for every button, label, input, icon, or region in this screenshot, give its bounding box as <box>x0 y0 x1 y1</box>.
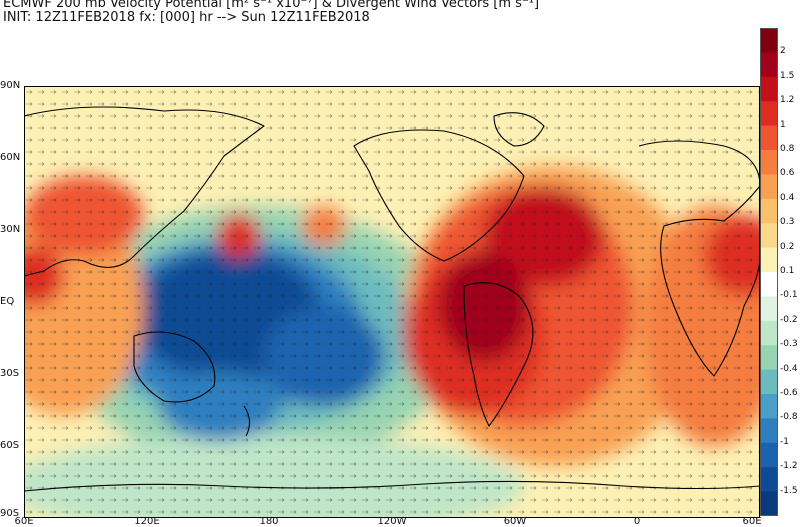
lon-label-120e: 120E <box>134 516 160 527</box>
colorbar-label: 0.1 <box>780 266 795 276</box>
colorbar-swatch <box>760 247 778 273</box>
colorbar-label: 1 <box>780 119 786 130</box>
lon-label-60w: 60W <box>503 516 527 527</box>
colorbar-label: 0.4 <box>780 192 795 203</box>
lon-label-180: 180 <box>259 516 279 527</box>
colorbar-swatch <box>760 28 778 53</box>
colorbar-label: 2 <box>780 46 786 57</box>
colorbar-label: 0.3 <box>780 217 795 228</box>
colorbar-swatch <box>760 320 778 346</box>
colorbar-swatch <box>760 394 778 419</box>
colorbar-swatch <box>760 418 778 444</box>
colorbar-label: -0.2 <box>780 314 798 325</box>
colorbar-label: -1 <box>780 436 789 447</box>
colorbar-label: 0.2 <box>780 241 795 252</box>
colorbar-swatch <box>760 345 778 371</box>
lat-label-30s: 30S <box>0 368 20 379</box>
lat-label-30n: 30N <box>0 224 21 235</box>
colorbar-label: -0.6 <box>780 388 798 398</box>
divergent-wind-vectors <box>24 86 760 518</box>
lon-label-60e-right: 60E <box>742 516 762 527</box>
colorbar-label: -0.4 <box>780 363 798 374</box>
colorbar-label: -1.2 <box>780 461 798 472</box>
colorbar-label: 0.6 <box>780 168 795 179</box>
colorbar-swatch <box>760 442 778 468</box>
lat-label-eq: EQ <box>0 296 15 307</box>
lon-label-0: 0 <box>633 516 641 527</box>
velocity-potential-map <box>24 86 760 518</box>
colorbar-label: 1.5 <box>780 70 795 81</box>
colorbar-swatch <box>760 223 778 249</box>
colorbar-swatch <box>760 467 778 493</box>
colorbar-label: -0.3 <box>780 339 798 350</box>
colorbar-label: 0.8 <box>780 144 795 154</box>
colorbar-label: -0.1 <box>780 290 798 301</box>
chart-subtitle: INIT: 12Z11FEB2018 fx: [000] hr --> Sun … <box>3 10 370 25</box>
colorbar-swatch <box>760 198 778 224</box>
colorbar-label: -1.5 <box>780 485 798 496</box>
chart-title: ECMWF 200 mb Velocity Potential [m² s⁻¹ … <box>3 0 540 11</box>
coastlines <box>24 106 760 492</box>
colorbar-swatch <box>760 272 778 297</box>
colorbar-swatch <box>760 52 778 78</box>
colorbar-swatch <box>760 101 778 127</box>
colorbar-swatch <box>760 296 778 322</box>
colorbar-swatch <box>760 491 778 516</box>
colorbar-swatch <box>760 174 778 200</box>
colorbar <box>760 28 778 516</box>
lat-label-60n: 60N <box>0 152 21 163</box>
lat-label-90s: 90S <box>0 508 20 519</box>
colorbar-label: -0.8 <box>780 412 798 423</box>
colorbar-swatch <box>760 150 778 175</box>
colorbar-swatch <box>760 125 778 151</box>
lat-label-60s: 60S <box>0 440 20 451</box>
colorbar-swatch <box>760 76 778 102</box>
colorbar-swatch <box>760 369 778 395</box>
lat-label-90n: 90N <box>0 80 21 91</box>
colorbar-label: 1.2 <box>780 95 795 106</box>
lon-label-60e: 60E <box>14 516 34 527</box>
lon-label-120w: 120W <box>377 516 407 527</box>
